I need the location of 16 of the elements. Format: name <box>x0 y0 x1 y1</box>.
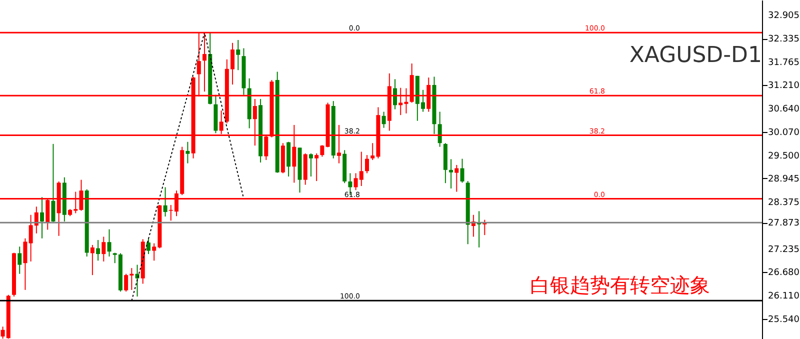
y-tick-label: 30.070 <box>768 128 800 138</box>
y-tick-label: 31.765 <box>768 58 800 68</box>
y-tick-label: 29.500 <box>768 151 800 162</box>
y-tick-label: 25.540 <box>768 314 800 325</box>
y-tick-label: 28.945 <box>768 174 800 184</box>
y-tick-label: 27.873 <box>768 218 800 229</box>
y-tick-label: 26.110 <box>768 291 800 302</box>
y-tick-label: 32.335 <box>768 34 800 45</box>
y-tick-label: 26.680 <box>768 268 800 278</box>
y-tick-label: 31.210 <box>768 80 800 91</box>
y-tick-label: 27.235 <box>768 244 800 255</box>
y-tick-label: 32.905 <box>768 11 800 22</box>
text: XAGUSD-D1 <box>629 43 762 68</box>
annotation: 白银趋势有转空迹象 <box>530 273 710 297</box>
y-tick-label: 28.375 <box>768 198 800 208</box>
y-tick-label: 30.640 <box>768 104 800 114</box>
